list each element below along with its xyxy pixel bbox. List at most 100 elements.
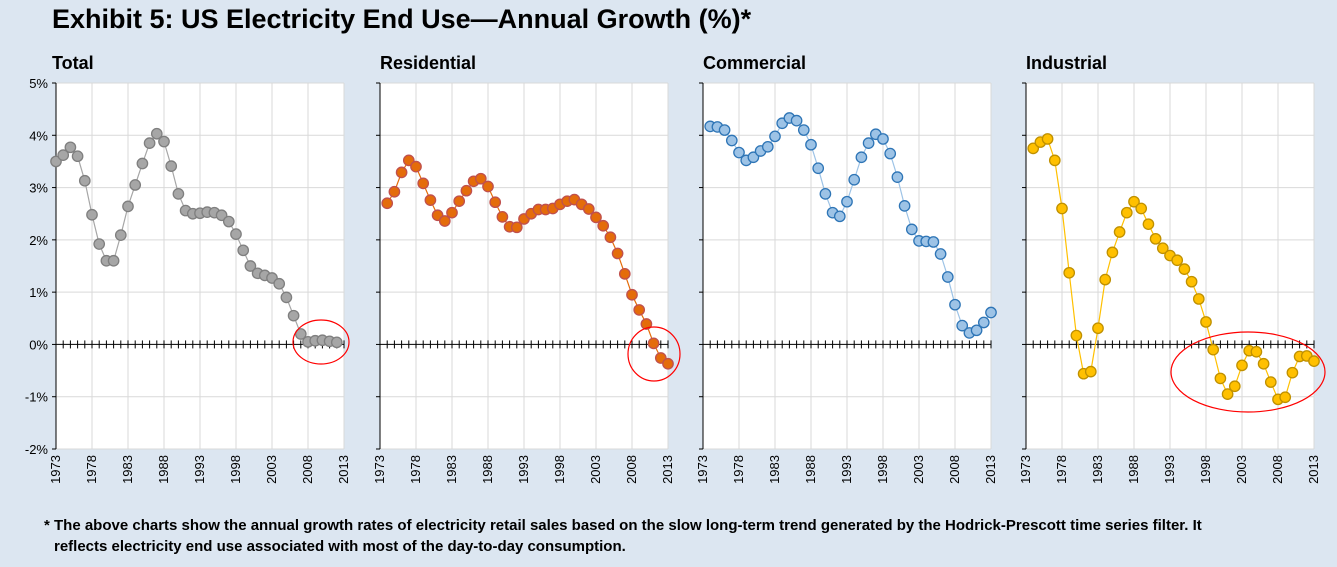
data-point <box>949 298 961 311</box>
data-point <box>1156 242 1169 255</box>
data-point <box>618 267 631 280</box>
data-point <box>718 124 731 136</box>
chart-panel-total: 5% 4% 3% 2% 1% 0% -1% -2%1973 1978 1983 1988 1993 19… <box>25 76 351 484</box>
x-tick-label: 1978 <box>408 455 423 484</box>
x-tick-label: 1993 <box>516 455 531 484</box>
data-point <box>1228 380 1241 393</box>
data-point <box>453 195 466 208</box>
data-point <box>410 160 422 173</box>
data-point <box>395 166 408 179</box>
data-point <box>122 200 134 213</box>
data-point <box>611 247 624 260</box>
data-point <box>1106 246 1119 259</box>
x-tick-label: 1998 <box>228 455 243 484</box>
x-tick-label: 1993 <box>839 455 854 484</box>
data-point <box>496 211 509 223</box>
chart-panel-commercial: 1973 1978 1983 1988 1993 1998 2003 2008 2013 <box>695 82 998 484</box>
data-point <box>71 150 84 163</box>
data-point <box>970 324 983 337</box>
panel-title-industrial: Industrial <box>1026 53 1108 73</box>
data-point <box>57 149 70 162</box>
data-point <box>280 291 293 304</box>
data-point <box>129 179 142 191</box>
data-point <box>1257 357 1270 370</box>
data-point <box>934 248 947 260</box>
data-point <box>1027 142 1040 155</box>
data-point <box>747 151 760 164</box>
data-point <box>158 135 170 148</box>
data-point <box>927 236 940 248</box>
data-point <box>1149 232 1162 245</box>
y-tick-label: 5% <box>29 76 48 91</box>
x-tick-label: 1993 <box>192 455 207 484</box>
highlight-ellipse <box>627 326 681 382</box>
footnote-line-2: reflects electricity end use associated … <box>54 538 626 555</box>
data-point <box>114 229 127 242</box>
footnote-line-1: * The above charts show the annual growt… <box>44 517 1202 534</box>
x-tick-label: 2013 <box>336 455 351 484</box>
data-point <box>662 357 674 370</box>
data-point <box>956 319 969 332</box>
x-tick-label: 1983 <box>767 455 782 484</box>
data-point <box>941 271 954 283</box>
data-point <box>1070 329 1083 342</box>
data-point <box>78 174 91 187</box>
x-tick-label: 2003 <box>264 455 279 484</box>
chart-panel-industrial: 1973 1978 1983 1988 1993 1998 2003 2008 2013 <box>1018 82 1326 484</box>
data-point <box>905 223 918 236</box>
data-point <box>1178 263 1191 275</box>
data-point <box>1099 273 1112 286</box>
data-point <box>819 187 832 200</box>
data-point <box>1135 202 1148 215</box>
data-point <box>977 316 990 329</box>
data-point <box>1041 133 1054 145</box>
data-point <box>230 228 242 240</box>
data-point <box>790 114 803 127</box>
data-point <box>381 197 394 210</box>
data-point <box>1128 195 1140 208</box>
x-tick-label: 2003 <box>588 455 603 484</box>
highlight-ellipse <box>1170 331 1326 413</box>
data-point <box>640 318 653 330</box>
data-point <box>417 177 430 190</box>
data-point <box>891 171 904 183</box>
x-tick-label: 2013 <box>1306 455 1321 484</box>
data-point <box>482 180 494 193</box>
x-tick-label: 1998 <box>552 455 567 484</box>
data-point <box>172 187 185 200</box>
data-point <box>237 244 250 257</box>
data-point <box>222 215 235 228</box>
data-point <box>1120 206 1133 219</box>
data-point <box>812 162 825 175</box>
x-tick-label: 1988 <box>1126 455 1141 484</box>
x-tick-label: 1978 <box>84 455 99 484</box>
data-point <box>769 130 781 143</box>
footnote: * The above charts show the annual growt… <box>44 515 1324 557</box>
data-point <box>294 328 307 340</box>
data-point <box>590 211 602 224</box>
x-tick-label: 1983 <box>444 455 459 484</box>
data-point <box>797 124 810 136</box>
data-point <box>647 337 660 350</box>
x-tick-label: 1998 <box>1198 455 1213 484</box>
data-point <box>510 221 523 234</box>
x-tick-label: 1988 <box>156 455 171 484</box>
data-point <box>855 151 868 164</box>
data-point <box>582 203 595 215</box>
data-point <box>215 209 228 222</box>
x-tick-label: 1973 <box>372 455 387 484</box>
x-tick-label: 2008 <box>1270 455 1285 484</box>
data-point <box>1308 355 1320 368</box>
x-tick-label: 1993 <box>1162 455 1177 484</box>
data-point <box>1221 388 1234 400</box>
data-point <box>474 172 487 185</box>
data-point <box>633 304 646 316</box>
data-point <box>841 195 853 208</box>
exhibit-title: Exhibit 5: US Electricity End Use—Annual… <box>52 4 752 34</box>
data-point <box>273 277 286 290</box>
y-tick-label: 2% <box>29 233 48 248</box>
chart-panel-residential: 1973 1978 1983 1988 1993 1998 2003 2008 2013 <box>372 82 681 484</box>
data-point <box>761 140 774 153</box>
x-tick-label: 1978 <box>731 455 746 484</box>
